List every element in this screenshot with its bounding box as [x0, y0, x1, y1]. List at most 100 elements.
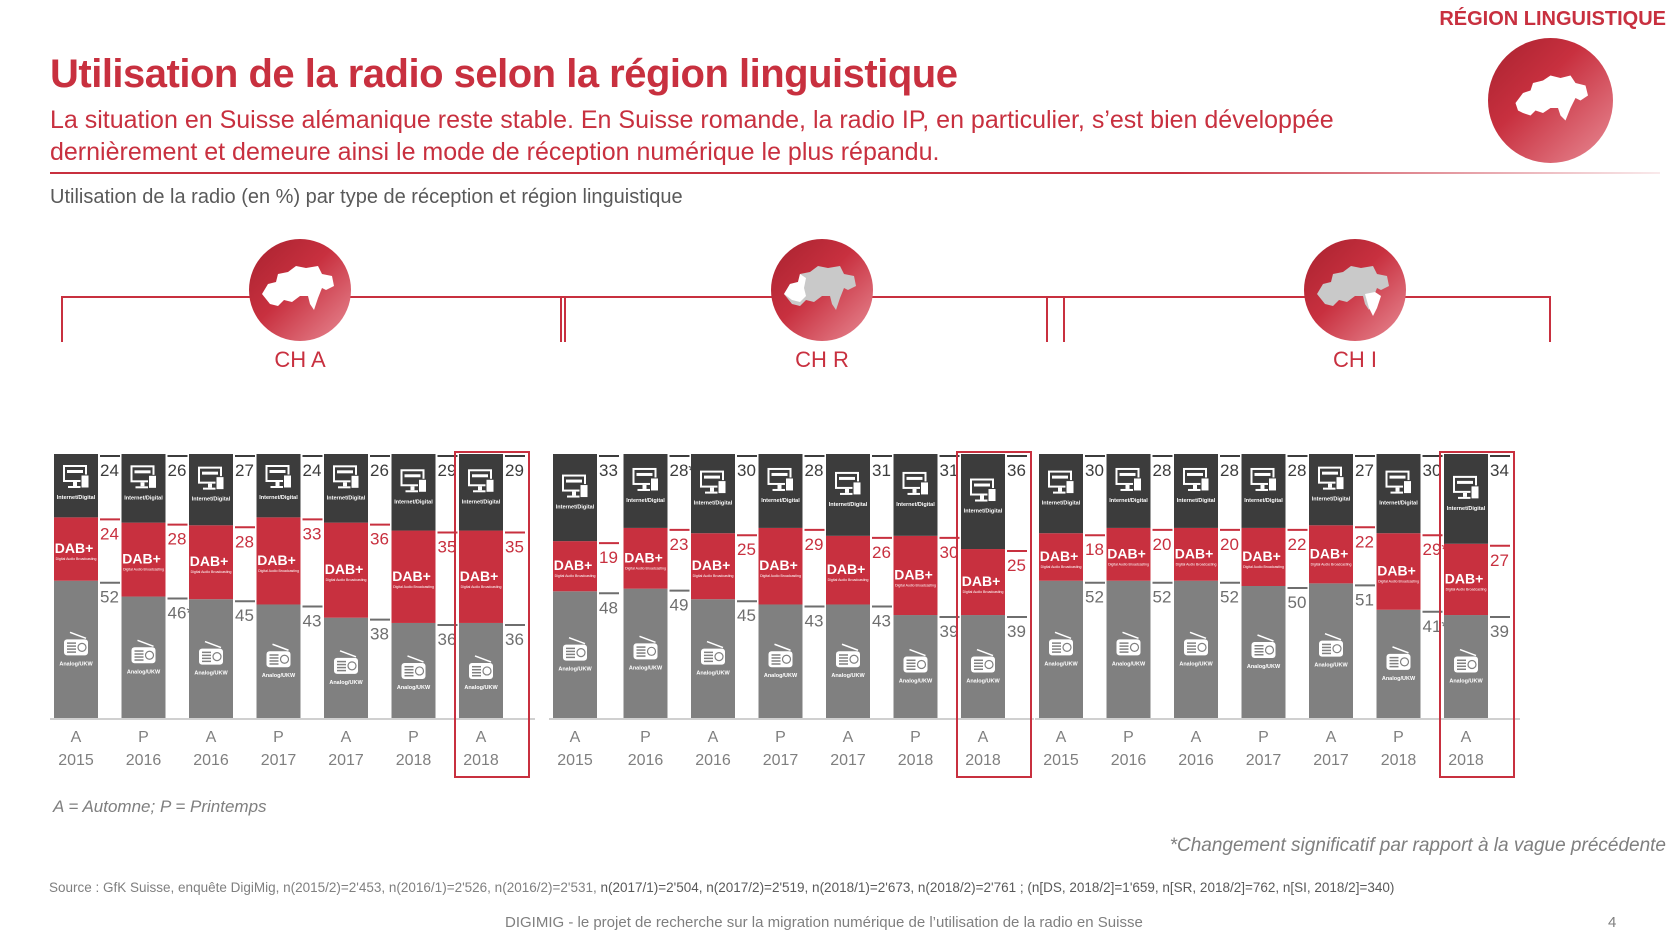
monitor-line	[636, 472, 653, 476]
radio-antenna	[1122, 631, 1139, 640]
dab-logo-icon: DAB+	[325, 561, 364, 577]
radio-body	[334, 657, 358, 674]
analog-segment-label: Analog/UKW	[1314, 663, 1348, 669]
radio-icon: Analog/UKW	[1247, 634, 1281, 670]
x-tick-season: A	[71, 729, 82, 746]
radio-speaker-line	[67, 651, 76, 653]
bar-group: Internet/Digital DAB+Digital Audio Broadc…	[54, 454, 120, 769]
highlight-frame	[1439, 451, 1515, 778]
monitor-base	[68, 486, 82, 488]
x-tick-season: P	[138, 729, 149, 746]
internet-value-label: 36	[1007, 461, 1026, 480]
internet-value-label: 26	[168, 461, 187, 480]
dab-value-label: 18	[1085, 540, 1104, 559]
internet-value-label: 24	[100, 461, 119, 480]
dab-segment-sublabel: Digital Audio Broadcasting	[1108, 562, 1149, 566]
radio-speaker-line	[1119, 651, 1129, 653]
monitor-line	[974, 483, 990, 487]
internet-segment-label: Internet/Digital	[1177, 498, 1216, 504]
radio-antenna	[1459, 648, 1477, 657]
internet-segment-label: Internet/Digital	[1312, 497, 1351, 503]
monitor-screen	[198, 466, 222, 484]
radio-icon: Analog/UKW	[629, 635, 663, 671]
internet-segment-label: Internet/Digital	[124, 495, 163, 501]
radio-dial	[77, 642, 87, 652]
monitor-line	[67, 470, 83, 473]
tablet-shape	[80, 474, 90, 489]
radio-speaker-line	[134, 653, 144, 655]
analog-segment-label: Analog/UKW	[127, 669, 161, 675]
radio-antenna	[407, 655, 424, 663]
analog-segment-label: Analog/UKW	[1044, 661, 1078, 667]
x-tick-season: P	[640, 729, 651, 746]
monitor-screen	[562, 474, 586, 492]
radio-antenna	[204, 640, 222, 649]
radio-dial	[781, 654, 792, 664]
radio-speaker-line	[636, 652, 646, 654]
monitor-screen	[1115, 467, 1140, 485]
internet-value-label: 34	[1490, 461, 1509, 480]
dab-segment-sublabel: Digital Audio Broadcasting	[191, 570, 232, 574]
switzerland-map-icon	[1488, 38, 1613, 163]
x-tick-year: 2018	[965, 752, 1001, 769]
monitor-icon: Internet/Digital	[1042, 470, 1081, 507]
analog-segment-label: Analog/UKW	[831, 673, 865, 679]
monitor-line	[472, 474, 488, 478]
radio-speaker-line	[67, 642, 76, 644]
radio-speaker-line	[704, 651, 713, 654]
radio-dial	[347, 661, 357, 671]
dab-logo-icon: DAB+	[190, 553, 229, 569]
analog-value-label: 52	[1153, 588, 1172, 607]
page-title: Utilisation de la radio selon la région …	[50, 52, 958, 96]
internet-value-label: 31	[872, 461, 891, 480]
monitor-base	[637, 488, 652, 491]
dab-segment-sublabel: Digital Audio Broadcasting	[693, 574, 734, 578]
radio-speaker-line	[1457, 659, 1466, 662]
dab-segment-sublabel: Digital Audio Broadcasting	[258, 569, 299, 573]
dab-segment-sublabel: Digital Audio Broadcasting	[760, 574, 801, 578]
radio-speaker-line	[704, 657, 713, 660]
radio-speaker-line	[67, 645, 76, 647]
radio-body	[1319, 640, 1343, 657]
tablet-shape	[920, 481, 929, 496]
panel-title: CH R	[795, 347, 849, 372]
radio-icon: Analog/UKW	[464, 655, 498, 691]
monitor-line	[906, 476, 923, 480]
radio-speaker-line	[1389, 662, 1399, 665]
bar-group: Internet/Digital DAB+Digital Audio Broadc…	[454, 451, 530, 778]
radio-dial	[212, 651, 222, 662]
monitor-line	[1052, 475, 1068, 479]
radio-speaker-line	[906, 662, 916, 665]
bar-segment-dab	[459, 530, 503, 623]
x-tick-season: P	[408, 729, 419, 746]
radio-body	[199, 648, 223, 665]
internet-segment-label: Internet/Digital	[1244, 498, 1283, 504]
bar-group: Internet/Digital DAB+Digital Audio Broadc…	[391, 454, 458, 769]
radio-speaker-line	[1187, 642, 1196, 644]
analog-segment-label: Analog/UKW	[59, 661, 93, 667]
radio-antenna	[639, 635, 656, 644]
bar-segment-dab	[893, 535, 938, 616]
radio-body	[64, 639, 88, 656]
x-tick-year: 2017	[830, 752, 866, 769]
tablet-shape	[717, 480, 727, 495]
monitor-screen	[265, 465, 290, 482]
bar-segment-dab	[189, 525, 233, 600]
highlight-frame	[454, 451, 530, 778]
radio-speaker-line	[404, 668, 414, 671]
radio-antenna	[568, 636, 586, 645]
radio-speaker-line	[472, 671, 481, 674]
x-tick-season: A	[341, 729, 352, 746]
bar-segment-dab	[324, 522, 368, 618]
radio-speaker-line	[974, 668, 983, 671]
internet-segment-label: Internet/Digital	[259, 495, 298, 501]
analog-segment-label: Analog/UKW	[1382, 676, 1416, 682]
radio-antenna	[272, 643, 289, 651]
analog-value-label: 52	[1085, 588, 1104, 607]
monitor-base	[1323, 487, 1337, 490]
radio-icon: Analog/UKW	[1112, 631, 1146, 667]
internet-value-label: 30	[1423, 461, 1442, 480]
analog-value-label: 52	[100, 588, 119, 607]
analog-segment-label: Analog/UKW	[1112, 661, 1146, 667]
x-tick-season: P	[1258, 729, 1269, 746]
